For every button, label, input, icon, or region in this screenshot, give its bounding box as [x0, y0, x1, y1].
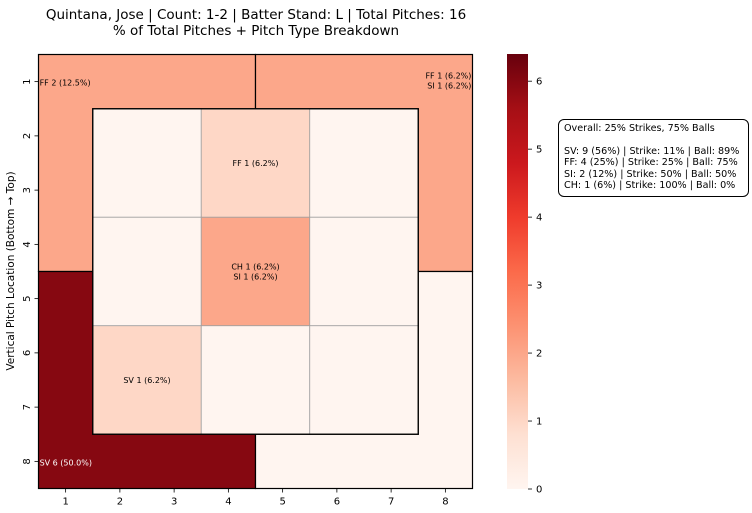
y-tick-label: 3	[22, 187, 33, 193]
zone-7-label: SV 1 (6.2%)	[123, 376, 170, 385]
zone-7-cell	[92, 325, 202, 435]
zone-2-cell	[200, 108, 311, 218]
y-tick-label: 7	[22, 404, 33, 410]
colorbar-tick-label: 0	[536, 485, 542, 496]
zone-1-cell	[92, 108, 202, 218]
y-tick-label: 8	[22, 458, 33, 464]
y-tick-label: 5	[22, 295, 33, 301]
outer-top-left-label: FF 2 (12.5%)	[40, 79, 91, 88]
plot-frame	[38, 54, 473, 489]
y-tick-label: 6	[22, 350, 33, 356]
colorbar-tick-label: 3	[536, 281, 542, 292]
zone-5-cell	[200, 216, 311, 327]
outer-top-right-label: FF 1 (6.2%)	[425, 72, 471, 81]
summary-line-si: SI: 2 (12%) | Strike: 50% | Ball: 50%	[564, 168, 737, 180]
x-tick-label: 5	[279, 497, 285, 508]
zone-4-cell	[92, 216, 202, 327]
y-axis-label: Vertical Pitch Location (Bottom → Top)	[5, 171, 17, 370]
colorbar-tick-label: 6	[536, 77, 542, 88]
colorbar-tick-label: 2	[536, 349, 542, 360]
x-tick-label: 8	[442, 497, 448, 508]
outer-bottom-left-label: SV 6 (50.0%)	[40, 458, 92, 467]
summary-overall: Overall: 25% Strikes, 75% Balls	[564, 123, 715, 134]
zone-9-cell	[309, 325, 419, 435]
zone-2-label: FF 1 (6.2%)	[233, 159, 279, 168]
summary-line-ch: CH: 1 (6%) | Strike: 100% | Ball: 0%	[564, 180, 736, 191]
summary-line-ff: FF: 4 (25%) | Strike: 25% | Ball: 75%	[564, 157, 738, 168]
chart-title: Quintana, Jose | Count: 1-2 | Batter Sta…	[46, 7, 466, 23]
chart-subtitle: % of Total Pitches + Pitch Type Breakdow…	[113, 23, 399, 39]
y-tick-label: 4	[22, 241, 33, 247]
summary-legend: Overall: 25% Strikes, 75% Balls SV: 9 (5…	[558, 119, 749, 197]
colorbar-tick-label: 1	[536, 417, 542, 428]
colorbar-tick-label: 4	[536, 213, 542, 224]
summary-line-sv: SV: 9 (56%) | Strike: 11% | Ball: 89%	[564, 145, 740, 157]
y-tick-label: 2	[22, 133, 33, 139]
x-tick-label: 3	[171, 497, 177, 508]
colorbar-tick-label: 5	[536, 145, 542, 156]
x-tick-label: 6	[334, 497, 340, 508]
zone-8-cell	[200, 325, 311, 435]
zone-3-cell	[309, 108, 419, 218]
strike-zone-border	[92, 108, 419, 435]
zone-6-cell	[309, 216, 419, 327]
zone-5-label: SI 1 (6.2%)	[233, 273, 277, 282]
colorbar	[507, 54, 528, 489]
x-tick-label: 7	[388, 497, 394, 508]
x-tick-label: 1	[62, 497, 68, 508]
y-tick-label: 1	[22, 78, 33, 84]
outer-top-right-label: SI 1 (6.2%)	[427, 82, 471, 91]
zone-5-label: CH 1 (6.2%)	[231, 263, 279, 272]
x-tick-label: 4	[225, 497, 231, 508]
x-tick-label: 2	[117, 497, 123, 508]
